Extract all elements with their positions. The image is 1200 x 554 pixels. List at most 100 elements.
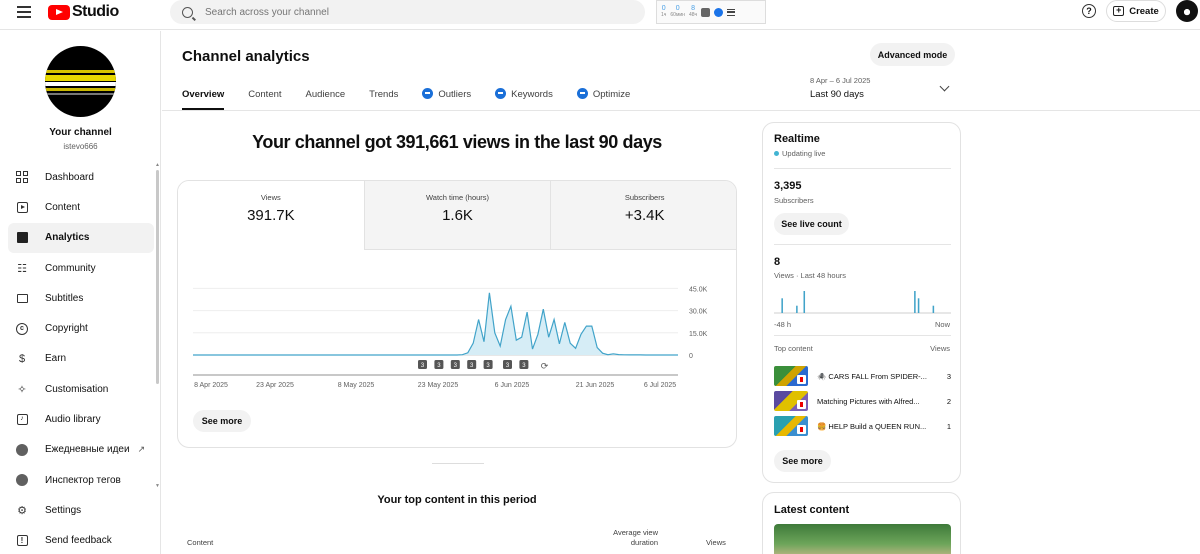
daily-ideas-icon: [16, 443, 28, 456]
metric-subscribers[interactable]: Subscribers +3.4K: [551, 181, 736, 250]
extension-menu-icon[interactable]: [727, 8, 736, 16]
sidebar-item-copyright[interactable]: c Copyright: [8, 313, 154, 343]
divider: [774, 168, 951, 169]
sidebar-item-label: Analytics: [45, 232, 90, 244]
chevron-down-icon[interactable]: [939, 81, 950, 92]
metric-views[interactable]: Views 391.7K: [178, 181, 365, 250]
realtime-bar[interactable]: [803, 291, 806, 313]
list-item[interactable]: 🕷️ CARS FALL From SPIDER-... 3: [774, 366, 951, 386]
tab-content[interactable]: Content: [248, 89, 282, 100]
realtime-bar[interactable]: [932, 305, 935, 313]
advanced-mode-button[interactable]: Advanced mode: [870, 43, 955, 66]
sidebar-item-label: Community: [45, 262, 96, 274]
sidebar-item-dashboard[interactable]: Dashboard: [8, 162, 154, 192]
sidebar-item-analytics[interactable]: Analytics: [8, 222, 154, 253]
realtime-bar[interactable]: [781, 298, 783, 313]
create-button[interactable]: + Create: [1106, 0, 1166, 22]
logo-text: Studio: [72, 3, 119, 20]
x-tick-label: 6 Jun 2025: [495, 382, 530, 389]
views-column-label: Views: [930, 344, 950, 353]
list-item[interactable]: 🍔 HELP Build a QUEEN RUN... 1: [774, 416, 951, 436]
copyright-icon: c: [16, 322, 28, 335]
search-bar[interactable]: [170, 0, 645, 24]
see-live-count-button[interactable]: See live count: [774, 213, 849, 235]
video-marker[interactable]: [434, 360, 444, 369]
y-tick-label: 15.0K: [689, 331, 708, 338]
channel-name: Your channel: [49, 127, 112, 138]
list-item[interactable]: Matching Pictures with Alfred... 2: [774, 391, 951, 411]
sidebar-item-label: Copyright: [45, 323, 88, 335]
metric-watch-time[interactable]: Watch time (hours) 1.6K: [364, 181, 552, 250]
table-header-avg-duration: Average view duration: [613, 528, 658, 547]
sidebar-item-label: Customisation: [45, 383, 109, 395]
sidebar-scrollbar[interactable]: [156, 170, 159, 384]
video-marker[interactable]: [519, 360, 529, 369]
menu-icon[interactable]: [17, 6, 31, 18]
extension-logo-icon[interactable]: [714, 7, 724, 17]
video-views: 3: [946, 371, 951, 381]
views-chart[interactable]: 45.0K 30.0K 15.0K 0 3 3 3 3 3 3 3 ⟳ 8 Apr 2025 23 Apr…: [178, 181, 737, 448]
sidebar-item-content[interactable]: Content: [8, 192, 154, 222]
help-icon[interactable]: ?: [1082, 4, 1096, 18]
tab-audience[interactable]: Audience: [305, 89, 346, 100]
realtime-bar[interactable]: [917, 298, 920, 313]
x-tick-label: 6 Jul 2025: [644, 382, 676, 389]
extension-widget[interactable]: 0 1ч 0 60мин 8 48ч: [656, 0, 766, 24]
section-divider: [432, 463, 484, 464]
sidebar-item-tag-inspector[interactable]: Инспектор тегов: [8, 465, 154, 495]
realtime-views-label: Views · Last 48 hours: [774, 271, 846, 280]
metric-label: Watch time (hours): [425, 193, 490, 202]
extension-badge-icon: [576, 88, 588, 99]
see-more-button[interactable]: See more: [193, 410, 251, 432]
realtime-see-more-button[interactable]: See more: [774, 450, 831, 472]
studio-logo[interactable]: Studio: [48, 3, 119, 21]
sidebar-item-community[interactable]: ☷ Community: [8, 253, 154, 283]
y-tick-label: 30.0K: [689, 309, 708, 316]
tab-outliers[interactable]: Outliers: [422, 88, 471, 109]
realtime-title: Realtime: [774, 133, 820, 145]
tab-keywords[interactable]: Keywords: [495, 88, 553, 109]
video-marker[interactable]: [450, 360, 460, 369]
tab-overview[interactable]: Overview: [182, 89, 225, 110]
scroll-down-arrow-icon[interactable]: ▼: [155, 483, 160, 489]
search-input[interactable]: [205, 6, 605, 18]
top-content-title: Your top content in this period: [377, 494, 537, 506]
audio-library-icon: ♪: [16, 414, 28, 426]
page-title: Channel analytics: [182, 48, 310, 65]
extension-badge-icon: [495, 88, 507, 99]
sidebar-item-subtitles[interactable]: Subtitles: [8, 283, 154, 313]
account-avatar[interactable]: [1176, 0, 1198, 22]
video-marker[interactable]: [418, 360, 427, 369]
realtime-bar[interactable]: [796, 305, 798, 313]
realtime-card: Realtime Updating live 3,395 Subscribers…: [762, 122, 961, 483]
sidebar-item-daily-ideas[interactable]: Ежедневные идеи ↗: [8, 435, 154, 465]
sidebar-item-customisation[interactable]: ✧ Customisation: [8, 374, 154, 404]
table-header-content: Content: [187, 538, 214, 547]
chart-marker-icon[interactable]: ⟳: [541, 362, 549, 372]
sidebar-item-settings[interactable]: ⚙ Settings: [8, 495, 154, 525]
latest-content-title: Latest content: [774, 504, 850, 516]
video-marker[interactable]: [467, 360, 477, 369]
date-range-picker[interactable]: 8 Apr – 6 Jul 2025 Last 90 days: [810, 76, 870, 100]
realtime-bar[interactable]: [914, 291, 916, 313]
sidebar-item-audio-library[interactable]: ♪ Audio library: [8, 404, 154, 434]
realtime-bar-chart[interactable]: [774, 286, 951, 316]
extension-chart-icon[interactable]: [701, 7, 711, 17]
video-marker-label: 3: [470, 363, 474, 369]
video-marker[interactable]: [483, 360, 493, 369]
video-marker[interactable]: [503, 360, 512, 369]
sidebar-item-send-feedback[interactable]: ! Send feedback: [8, 526, 154, 554]
views-series-line[interactable]: [193, 292, 678, 356]
sidebar-item-label: Инспектор тегов: [45, 474, 121, 486]
latest-video-thumbnail[interactable]: [774, 524, 951, 554]
metric-tabs: Views 391.7K Watch time (hours) 1.6K Sub…: [178, 181, 736, 250]
channel-avatar[interactable]: [45, 46, 116, 117]
sidebar-item-earn[interactable]: $ Earn: [8, 344, 154, 374]
tab-trends[interactable]: Trends: [369, 89, 399, 100]
tab-optimize[interactable]: Optimize: [576, 88, 630, 109]
search-icon: [182, 6, 193, 18]
table-header-views: Views: [706, 538, 726, 547]
scroll-up-arrow-icon[interactable]: ▲: [155, 162, 160, 168]
video-marker-label: 3: [486, 363, 490, 369]
